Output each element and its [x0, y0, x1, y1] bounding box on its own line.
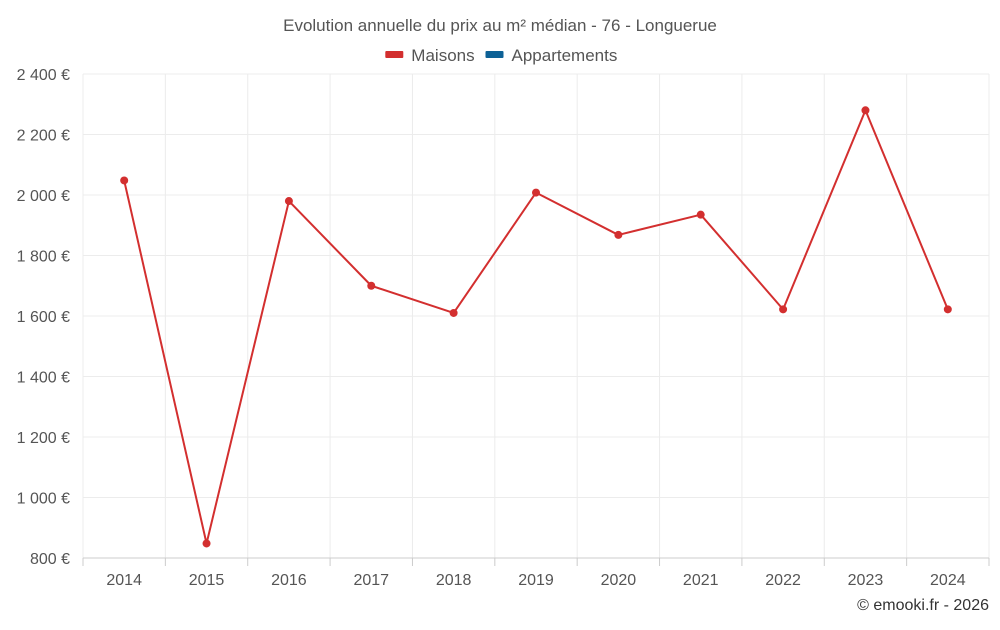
x-tick-label: 2022	[765, 572, 801, 589]
data-point[interactable]	[614, 230, 623, 239]
y-tick-label: 2 000 €	[17, 188, 70, 205]
x-tick-label: 2021	[683, 572, 719, 589]
chart-title: Evolution annuelle du prix au m² médian …	[283, 16, 717, 35]
y-axis-tick-labels: 800 € 1 000 € 1 200 € 1 400 € 1 600 € 1 800 €…	[17, 67, 70, 568]
legend: Maisons Appartements	[385, 46, 617, 65]
data-point[interactable]	[367, 281, 376, 290]
data-point[interactable]	[449, 308, 458, 317]
data-point[interactable]	[202, 539, 211, 548]
x-tick-label: 2014	[106, 572, 142, 589]
y-tick-label: 1 800 €	[17, 249, 70, 266]
y-tick-label: 1 000 €	[17, 491, 70, 508]
x-tick-label: 2018	[436, 572, 472, 589]
y-tick-label: 1 600 €	[17, 309, 70, 326]
legend-swatch	[485, 51, 504, 58]
data-point[interactable]	[943, 305, 952, 314]
legend-swatch	[385, 51, 404, 58]
data-point[interactable]	[120, 176, 129, 185]
axes	[82, 557, 990, 566]
legend-item-maisons[interactable]: Maisons	[385, 46, 475, 65]
y-tick-label: 1 200 €	[17, 430, 70, 447]
data-point[interactable]	[861, 106, 870, 115]
vertical-gridlines	[82, 74, 990, 558]
series-maisons	[120, 106, 952, 548]
x-tick-label: 2017	[353, 572, 389, 589]
legend-label: Maisons	[411, 46, 474, 65]
x-tick-label: 2020	[601, 572, 637, 589]
y-tick-label: 2 200 €	[17, 128, 70, 145]
data-point[interactable]	[696, 210, 705, 219]
x-tick-label: 2019	[518, 572, 554, 589]
x-tick-label: 2015	[189, 572, 225, 589]
y-tick-label: 1 400 €	[17, 370, 70, 387]
horizontal-gridlines	[83, 73, 989, 498]
legend-label: Appartements	[512, 46, 618, 65]
legend-item-appartements[interactable]: Appartements	[485, 46, 618, 65]
x-tick-label: 2023	[848, 572, 884, 589]
x-tick-label: 2024	[930, 572, 966, 589]
y-tick-label: 2 400 €	[17, 67, 70, 84]
data-point[interactable]	[532, 188, 540, 197]
data-point[interactable]	[779, 305, 788, 314]
series-layer	[120, 106, 952, 548]
x-axis-tick-labels: 2014 2015 2016 2017 2018 2019 2020 2021 2022 2023…	[106, 572, 965, 589]
credit-text: © emooki.fr - 2026	[857, 597, 989, 614]
y-tick-label: 800 €	[30, 551, 70, 568]
x-tick-label: 2016	[271, 572, 307, 589]
data-point[interactable]	[284, 197, 293, 206]
